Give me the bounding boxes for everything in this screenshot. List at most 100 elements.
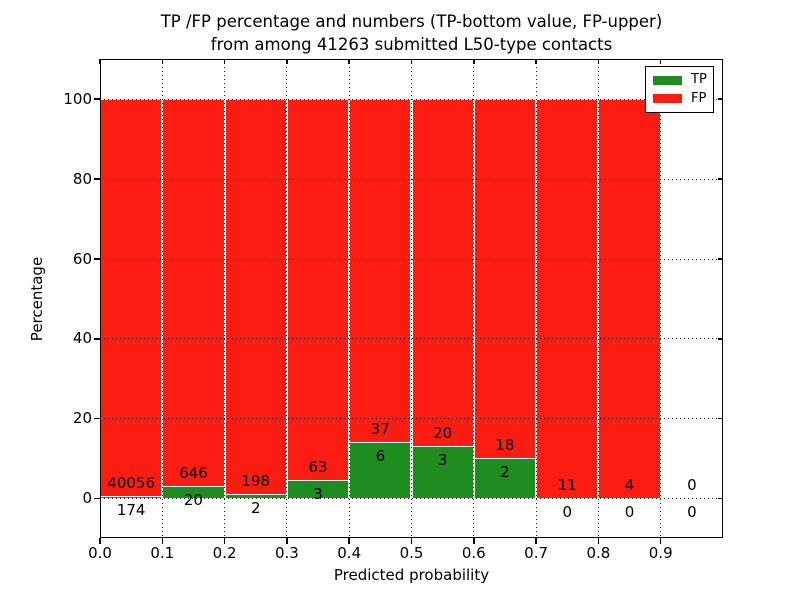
x-tick-label: 0.1 <box>150 544 175 562</box>
fp-bar <box>474 98 536 459</box>
tick-mark <box>94 98 100 100</box>
tp-bar <box>474 458 536 499</box>
tick-mark <box>94 417 100 420</box>
y-tick-label: 0 <box>82 489 92 508</box>
gridline-v <box>660 59 662 538</box>
tick-mark <box>718 98 723 100</box>
y-tick-label: 100 <box>63 89 92 108</box>
fp-legend-swatch-icon <box>653 94 682 104</box>
tp-bar <box>101 496 162 499</box>
tick-mark <box>286 59 288 64</box>
tick-mark <box>348 59 350 64</box>
tick-mark <box>410 538 413 544</box>
fp-count-label: 18 <box>495 436 515 455</box>
tp-bar <box>412 446 473 499</box>
fp-count-label: 198 <box>241 472 271 491</box>
tp-count-label: 6 <box>375 447 386 466</box>
tick-mark <box>161 538 164 544</box>
gridline-v <box>473 59 475 538</box>
fp-count-label: 37 <box>370 420 390 439</box>
tp-bar <box>225 494 286 499</box>
fp-count-label: 11 <box>557 476 577 495</box>
tick-mark <box>659 59 662 64</box>
fp-bar <box>537 98 598 499</box>
x-tick-label: 0.2 <box>212 544 237 562</box>
tp-count-label: 0 <box>624 503 635 522</box>
legend: TP FP <box>645 66 714 113</box>
tick-mark <box>94 178 100 180</box>
x-axis-label: Predicted probability <box>333 566 490 584</box>
fp-bar <box>287 98 349 480</box>
gridline-v <box>224 59 226 538</box>
fp-bar <box>412 98 473 446</box>
legend-entry-fp: FP <box>653 90 713 106</box>
tick-mark <box>94 337 100 340</box>
tp-count-label: 2 <box>250 499 261 518</box>
tick-mark <box>718 417 723 420</box>
chart-title-line2: from among 41263 submitted L50-type cont… <box>210 35 613 54</box>
tick-mark <box>718 178 723 180</box>
gridline-v <box>597 59 599 538</box>
tick-mark <box>94 497 100 500</box>
tp-bar <box>287 479 349 499</box>
tick-mark <box>473 59 475 64</box>
tp-count-label: 174 <box>116 501 146 520</box>
x-tick-label: 0.6 <box>461 544 486 562</box>
tp-legend-label: TP <box>691 72 707 88</box>
fp-bar <box>599 98 660 499</box>
tick-mark <box>286 538 288 544</box>
chart-title-line1: TP /FP percentage and numbers (TP-bottom… <box>160 12 663 31</box>
tp-count-label: 20 <box>183 491 203 510</box>
gridline-v <box>348 59 350 538</box>
tick-mark <box>348 538 350 544</box>
fp-count-label: 40056 <box>107 474 155 493</box>
x-tick-label: 0.8 <box>586 544 611 562</box>
tick-mark <box>161 59 164 64</box>
fp-count-label: 4 <box>624 476 635 495</box>
gridline-v <box>411 59 412 538</box>
fp-bar <box>101 98 162 497</box>
tp-bar <box>350 442 411 499</box>
y-tick-label: 80 <box>72 169 92 188</box>
fp-bar <box>350 98 411 443</box>
gridline-v <box>535 59 537 538</box>
gridline-v <box>161 59 163 538</box>
tick-mark <box>597 538 600 544</box>
fp-count-label: 0 <box>687 476 697 495</box>
tick-mark <box>223 538 226 544</box>
tick-mark <box>718 337 723 340</box>
tick-mark <box>597 59 600 64</box>
fp-legend-label: FP <box>691 90 707 106</box>
x-tick-label: 0.4 <box>337 544 362 562</box>
fp-count-label: 20 <box>433 424 453 443</box>
tick-mark <box>535 59 537 64</box>
tick-mark <box>223 59 226 64</box>
tick-mark <box>659 538 662 544</box>
tp-count-label: 0 <box>687 503 697 522</box>
y-tick-label: 60 <box>72 249 92 268</box>
tick-mark <box>99 59 101 64</box>
tp-count-label: 3 <box>313 484 323 503</box>
tick-mark <box>535 538 537 544</box>
fp-count-label: 646 <box>179 464 208 483</box>
y-tick-label: 20 <box>72 409 92 428</box>
tick-mark <box>718 258 723 260</box>
chart-title: TP /FP percentage and numbers (TP-bottom… <box>100 10 723 56</box>
x-tick-label: 0.3 <box>274 544 299 562</box>
legend-entry-tp: TP <box>653 73 713 87</box>
fp-count-label: 63 <box>308 457 328 476</box>
tp-count-label: 0 <box>562 503 573 522</box>
x-tick-label: 0.9 <box>648 544 673 562</box>
tick-mark <box>410 59 413 64</box>
tick-mark <box>718 497 723 500</box>
x-tick-label: 0.5 <box>399 544 424 562</box>
tick-mark <box>94 258 100 260</box>
tp-count-label: 3 <box>437 451 448 470</box>
tick-mark <box>473 538 475 544</box>
tp-count-label: 2 <box>500 463 510 482</box>
fp-bar <box>163 98 224 487</box>
tp-legend-swatch-icon <box>653 75 682 85</box>
x-tick-label: 0.0 <box>88 544 112 562</box>
tick-mark <box>99 538 101 544</box>
